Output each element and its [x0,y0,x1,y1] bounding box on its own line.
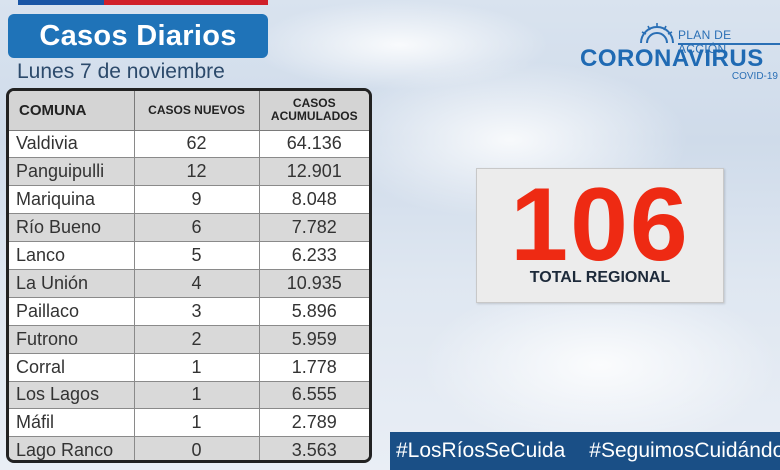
cell-casos-acumulados: 10.935 [259,269,369,298]
cases-table-container: COMUNA CASOS NUEVOS CASOS ACUMULADOS Val… [6,88,372,463]
table-row: Panguipulli 12 12.901 [9,157,369,187]
cell-comuna: Los Lagos [9,381,135,410]
cell-casos-nuevos: 0 [134,436,260,460]
cell-casos-nuevos: 4 [134,269,260,298]
cell-casos-nuevos: 5 [134,241,260,270]
table-row: Mariquina 9 8.048 [9,185,369,215]
table-row: Lago Ranco 0 3.563 [9,436,369,460]
cell-casos-nuevos: 1 [134,408,260,438]
total-regional-card: 106 TOTAL REGIONAL [476,168,724,303]
cell-casos-acumulados: 8.048 [259,185,369,215]
hashtag-seguimos: #SeguimosCuidándonos [589,439,780,462]
cell-casos-acumulados: 5.959 [259,325,369,354]
background-cloud [420,280,780,450]
table-row: Paillaco 3 5.896 [9,297,369,326]
table-row: Río Bueno 6 7.782 [9,213,369,243]
hashtag-bar: #LosRíosSeCuida #SeguimosCuidándonos [390,432,780,470]
table-body: Valdivia 62 64.136 Panguipulli 12 12.901 Mariq… [9,130,369,460]
cell-casos-acumulados: 5.896 [259,297,369,326]
header-casos-acumulados: CASOS ACUMULADOS [259,91,369,131]
cell-casos-acumulados: 2.789 [259,408,369,438]
background-cloud [250,0,550,90]
cell-comuna: La Unión [9,269,135,298]
header-acumulados-line2: ACUMULADOS [270,109,358,124]
report-date: Lunes 7 de noviembre [17,60,225,83]
table-row: Los Lagos 1 6.555 [9,381,369,410]
cell-casos-nuevos: 1 [134,353,260,382]
cell-casos-acumulados: 3.563 [259,436,369,460]
coronavirus-plan-logo: PLAN DE ACCIÓN CORONAVIRUS COVID-19 [578,20,780,90]
cases-table: COMUNA CASOS NUEVOS CASOS ACUMULADOS Val… [9,91,369,460]
logo-plan-text: PLAN DE ACCIÓN [678,28,732,56]
header-comuna: COMUNA [9,91,135,131]
government-sun-icon [640,23,674,44]
cell-comuna: Valdivia [9,130,135,159]
cell-casos-nuevos: 1 [134,381,260,410]
logo-coronavirus-text: CORONAVIRUS [580,45,764,72]
table-row: La Unión 4 10.935 [9,269,369,298]
cell-casos-nuevos: 9 [134,185,260,215]
cell-comuna: Lago Ranco [9,436,135,460]
cell-comuna: Río Bueno [9,213,135,243]
cell-casos-acumulados: 1.778 [259,353,369,382]
cell-comuna: Máfil [9,408,135,438]
cell-casos-acumulados: 12.901 [259,157,369,187]
page-title: Casos Diarios [39,19,237,52]
cell-casos-nuevos: 2 [134,325,260,354]
flag-blue-segment [18,0,104,5]
total-regional-value: 106 [510,167,690,283]
logo-divider [678,43,780,45]
flag-stripe [18,0,268,5]
header-casos-nuevos: CASOS NUEVOS [134,91,260,131]
cell-comuna: Paillaco [9,297,135,326]
table-row: Futrono 2 5.959 [9,325,369,354]
total-regional-label: TOTAL REGIONAL [529,269,671,286]
cell-casos-nuevos: 62 [134,130,260,159]
cell-comuna: Futrono [9,325,135,354]
cell-comuna: Mariquina [9,185,135,215]
cell-casos-nuevos: 3 [134,297,260,326]
title-banner: Casos Diarios [8,14,268,58]
logo-covid-text: COVID-19 [731,71,778,82]
cell-casos-acumulados: 7.782 [259,213,369,243]
cell-comuna: Panguipulli [9,157,135,187]
cell-casos-acumulados: 64.136 [259,130,369,159]
table-row: Lanco 5 6.233 [9,241,369,270]
cell-casos-acumulados: 6.233 [259,241,369,270]
table-header-row: COMUNA CASOS NUEVOS CASOS ACUMULADOS [9,91,369,131]
cell-casos-nuevos: 12 [134,157,260,187]
table-row: Corral 1 1.778 [9,353,369,382]
header-acumulados-line1: CASOS [292,96,336,111]
cell-comuna: Corral [9,353,135,382]
cell-casos-acumulados: 6.555 [259,381,369,410]
flag-red-segment [104,0,268,5]
table-row: Valdivia 62 64.136 [9,130,369,159]
cell-comuna: Lanco [9,241,135,270]
table-row: Máfil 1 2.789 [9,408,369,438]
cell-casos-nuevos: 6 [134,213,260,243]
hashtag-los-rios: #LosRíosSeCuida [396,439,566,462]
